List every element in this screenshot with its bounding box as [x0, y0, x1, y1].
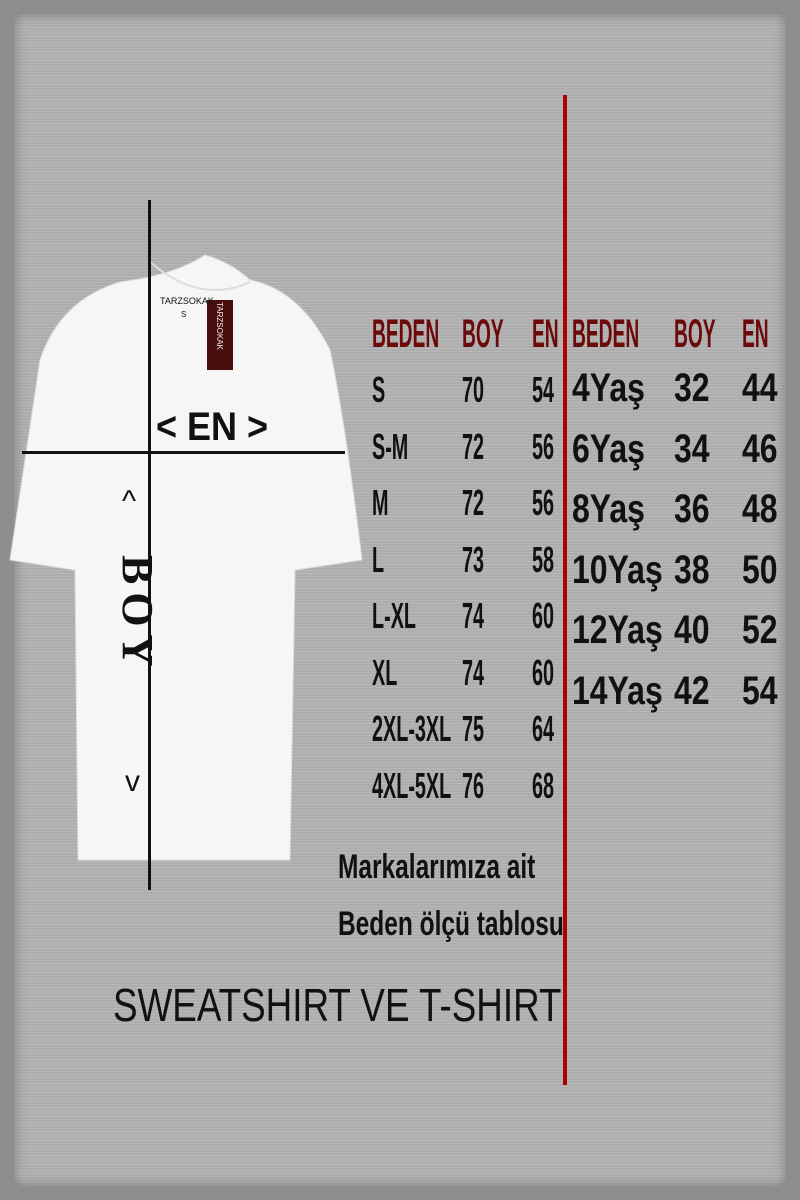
- table-cell: S: [372, 369, 386, 410]
- hang-tag: [207, 300, 233, 370]
- table-cell: 38: [674, 547, 710, 592]
- table-cell: 72: [462, 482, 485, 523]
- length-line: [148, 200, 151, 890]
- neck-size: S: [181, 310, 187, 319]
- table-cell: 56: [532, 425, 555, 467]
- table-cell: 42: [674, 669, 710, 713]
- table-cell: M: [372, 482, 389, 523]
- note-line-1: Markalarımıza ait: [338, 848, 536, 886]
- table-cell: 56: [532, 482, 555, 523]
- length-label: BOY: [113, 555, 162, 675]
- table-cell: 44: [742, 366, 778, 410]
- table-cell: 58: [532, 538, 555, 580]
- header-cell: BOY: [674, 312, 716, 356]
- table-cell: 4XL-5XL: [372, 764, 452, 806]
- table-cell: 54: [742, 669, 778, 713]
- neck-label: TARZSOKAK: [160, 296, 214, 306]
- table-cell: 60: [532, 595, 555, 636]
- hang-tag-text: TARZSOKAK: [215, 302, 224, 350]
- arrow-down-icon: v: [125, 765, 140, 798]
- header-cell: BOY: [462, 312, 504, 356]
- table-cell: 36: [674, 487, 710, 532]
- header-cell: EN: [532, 312, 559, 356]
- table-cell: L-XL: [372, 595, 416, 636]
- table-cell: 48: [742, 487, 778, 532]
- header-cell: EN: [742, 312, 769, 356]
- table-cell: XL: [372, 651, 398, 693]
- table-cell: 75: [462, 708, 485, 749]
- table-cell: 2XL-3XL: [372, 708, 452, 749]
- header-cell: BEDEN: [572, 312, 640, 356]
- table-cell: 50: [742, 547, 778, 592]
- table-cell: 70: [462, 369, 485, 410]
- table-cell: L: [372, 538, 385, 580]
- table-cell: 4Yaş: [572, 366, 645, 410]
- table-cell: 40: [674, 608, 710, 653]
- table-cell: 10Yaş: [572, 547, 663, 592]
- table-cell: 46: [742, 426, 778, 471]
- table-cell: 74: [462, 595, 485, 636]
- header-cell: BEDEN: [372, 312, 440, 356]
- table-cell: 54: [532, 369, 555, 410]
- table-cell: 64: [532, 708, 555, 749]
- table-cell: 72: [462, 425, 485, 467]
- table-cell: 76: [462, 764, 485, 806]
- width-label: < EN >: [156, 405, 269, 449]
- divider-line: [563, 95, 567, 1085]
- note-line-2: Beden ölçü tablosu: [338, 905, 564, 943]
- table-cell: 32: [674, 366, 710, 410]
- arrow-up-icon: ^: [122, 485, 137, 518]
- table-cell: 52: [742, 608, 778, 653]
- table-cell: 60: [532, 651, 555, 693]
- table-cell: 34: [674, 426, 710, 471]
- table-cell: 8Yaş: [572, 487, 645, 532]
- width-line: [22, 451, 345, 454]
- table-cell: 6Yaş: [572, 426, 645, 471]
- footer-title: SWEATSHIRT VE T-SHIRT: [113, 979, 562, 1031]
- table-cell: 68: [532, 764, 555, 806]
- table-cell: 14Yaş: [572, 669, 663, 713]
- table-cell: 73: [462, 538, 485, 580]
- table-cell: S-M: [372, 425, 409, 467]
- table-cell: 12Yaş: [572, 608, 663, 653]
- table-cell: 74: [462, 651, 485, 693]
